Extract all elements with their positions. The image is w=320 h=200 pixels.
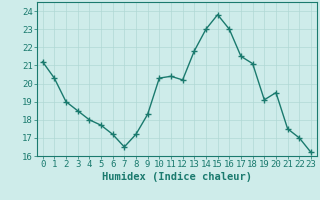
X-axis label: Humidex (Indice chaleur): Humidex (Indice chaleur) [102,172,252,182]
